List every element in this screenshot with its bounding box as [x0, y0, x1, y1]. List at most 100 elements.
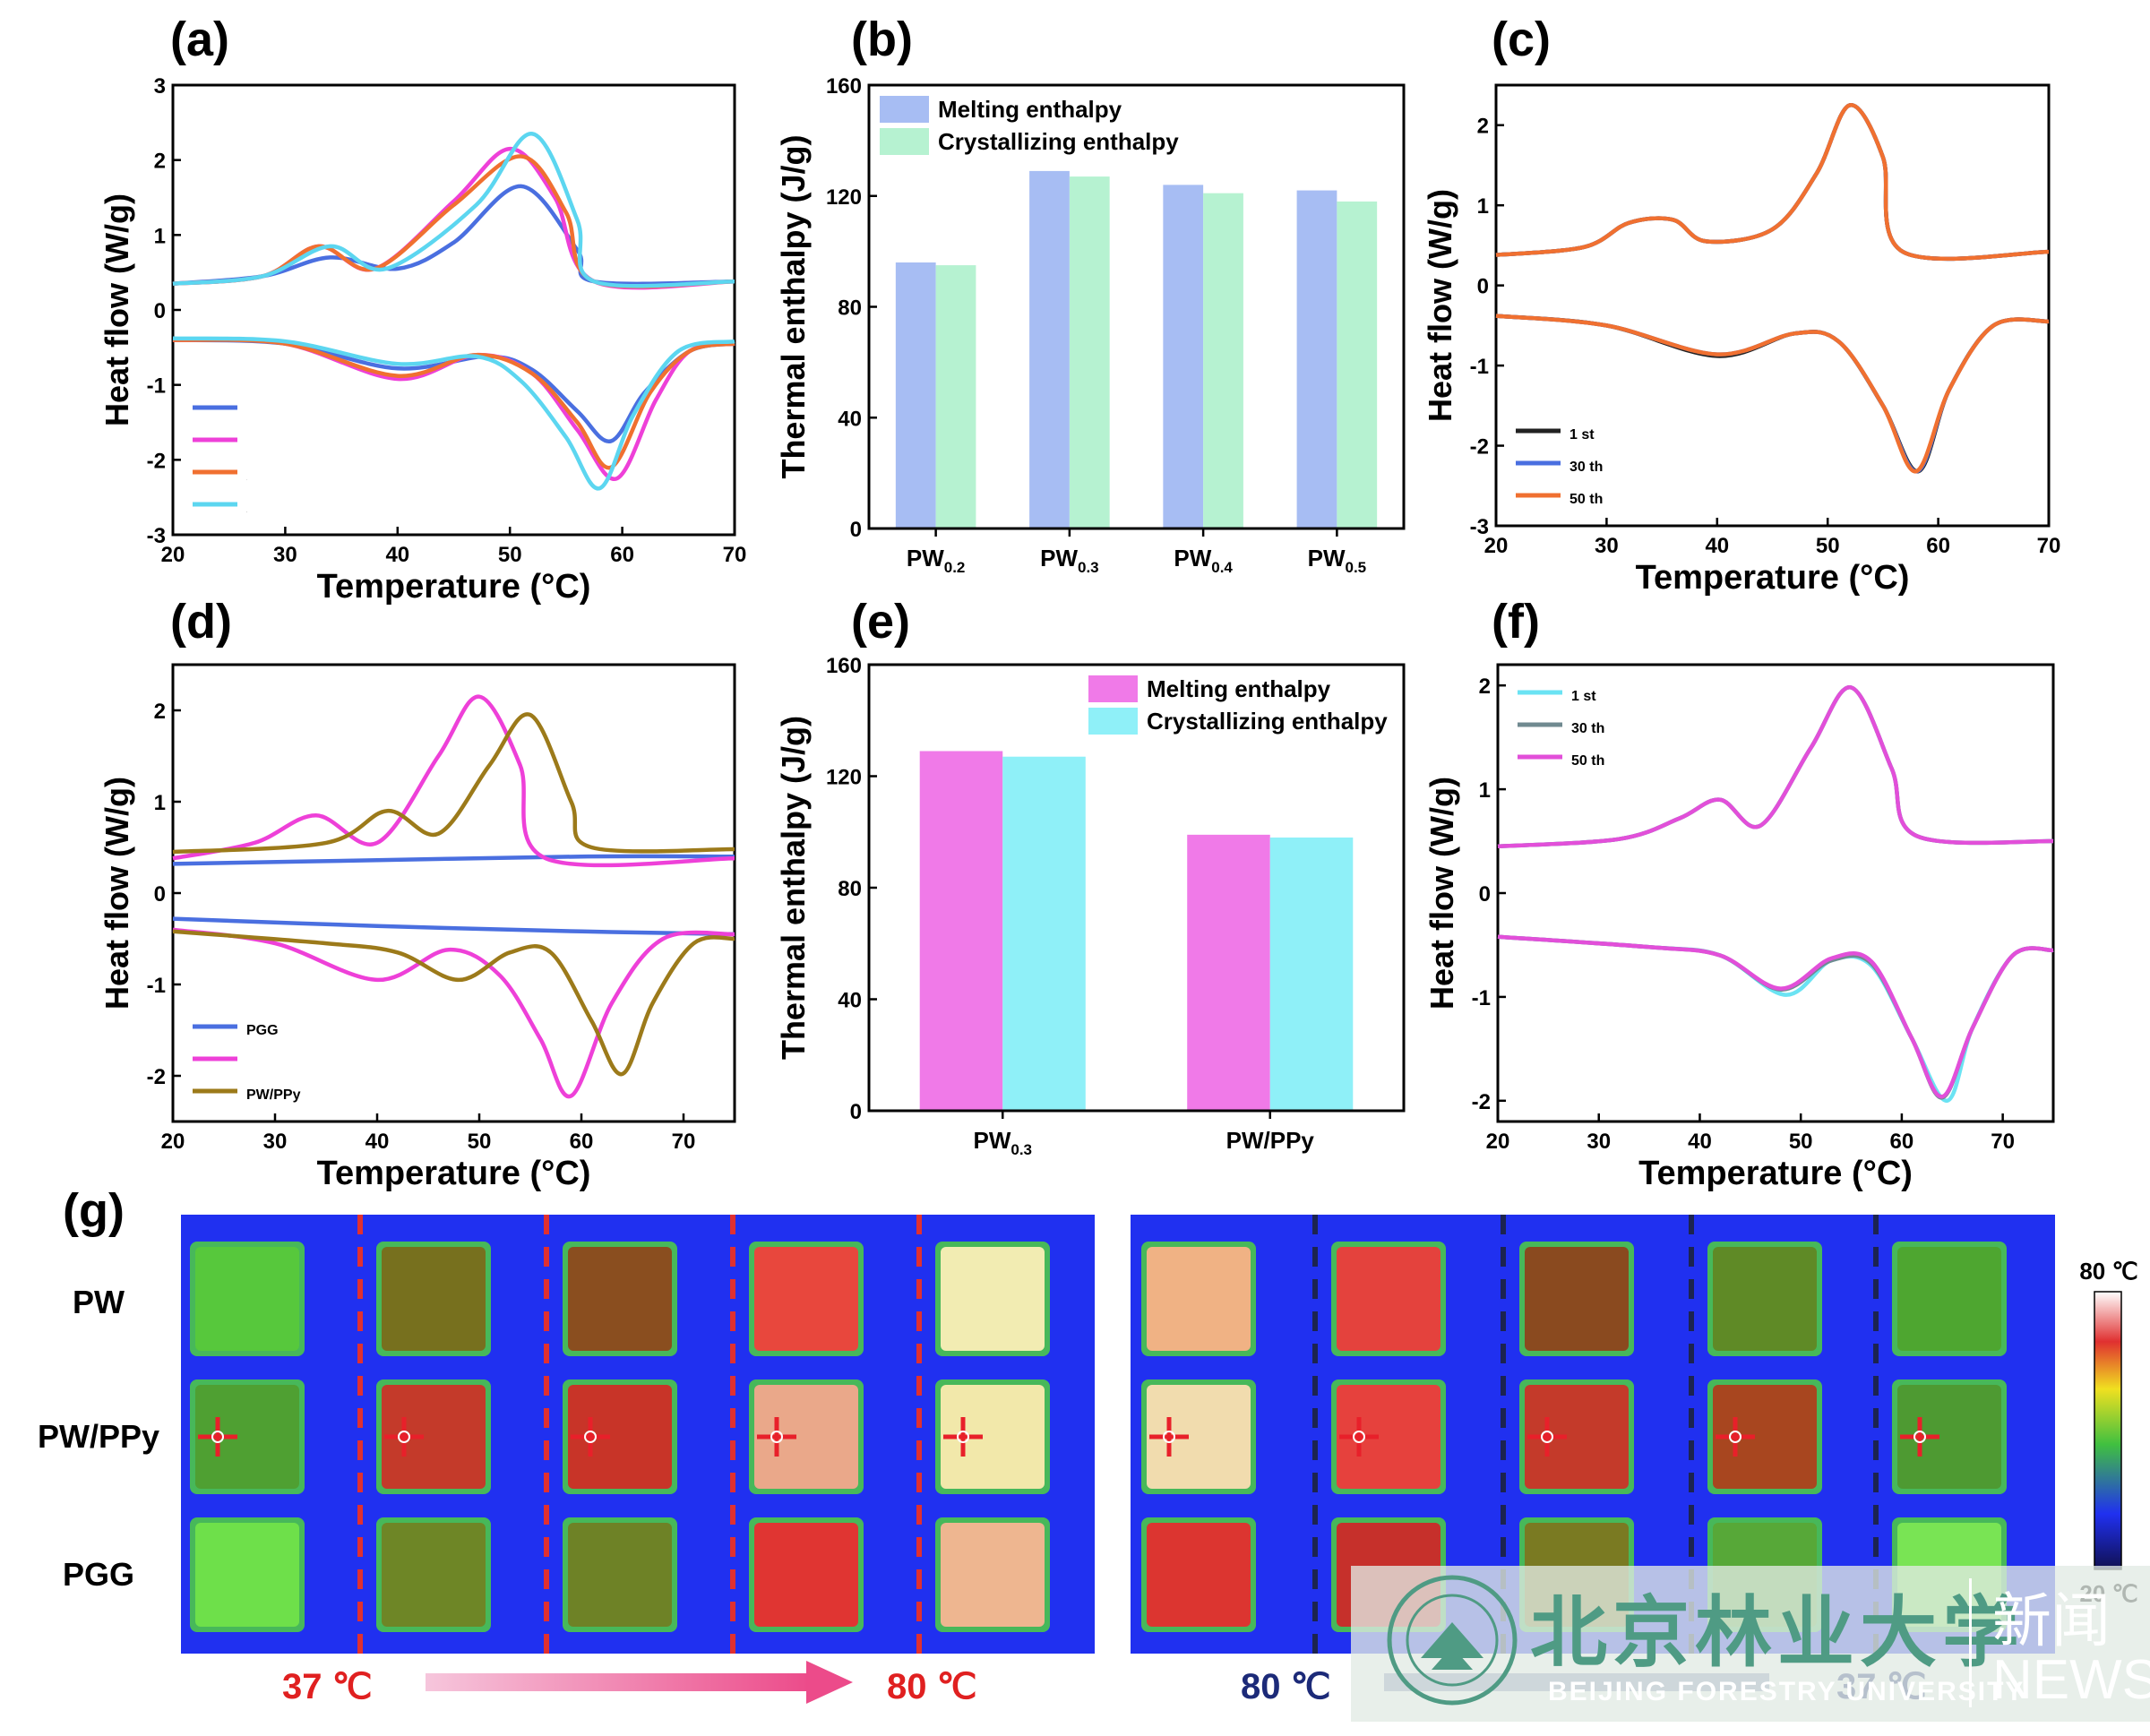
y-tick-label: 40	[838, 989, 862, 1013]
panel-label-e: (e)	[851, 595, 910, 649]
series-line-cooling	[1497, 934, 2054, 1099]
series-line-cooling	[172, 927, 735, 1099]
panel-label-d: (d)	[170, 595, 232, 649]
y-tick-label: 2	[1479, 675, 1491, 699]
crosshair-icon	[1163, 1431, 1175, 1443]
y-tick-label: 0	[154, 882, 166, 907]
heating-arrow-head-icon	[806, 1661, 853, 1704]
y-tick-label: 1	[1479, 778, 1491, 803]
cooling-start-label: 80 ℃	[1241, 1667, 1331, 1706]
x-tick-label: 60	[1890, 1130, 1914, 1154]
legend-label: Melting enthalpy	[938, 96, 1122, 123]
x-tick-label: PW0.4	[1174, 545, 1233, 576]
legend-label: 1 st26	[1571, 689, 1596, 704]
chart-a: 20 30 40 50 60 70 -3 -2 -1 0 1 2 3 Temperature (°C) He…	[99, 74, 746, 606]
x-tick-label: 40	[385, 543, 409, 567]
chart-e: PW0.3 PW/PPy 0 40 80 120 160 Thermal enthalpy (…	[775, 654, 1406, 1158]
x-tick-label: 60	[610, 543, 634, 567]
x-tick-label: 20	[1484, 534, 1509, 558]
y-tick-label: -2	[1470, 435, 1489, 460]
y-axis-label: Heat flow (W/g)	[1422, 189, 1458, 422]
series-line-heating	[1495, 103, 2050, 262]
y-tick-label: 1	[1477, 194, 1489, 219]
bar	[1163, 185, 1204, 529]
sample-square	[941, 1523, 1045, 1627]
x-axis-label: Temperature (°C)	[1638, 1155, 1913, 1192]
panel-label-c: (c)	[1492, 13, 1551, 66]
y-tick-label: 40	[838, 407, 862, 431]
x-tick-label: 50	[498, 543, 522, 567]
series-line-heating	[172, 132, 735, 288]
legend-label: 30 th26	[1571, 721, 1604, 736]
x-tick-label: 40	[366, 1130, 390, 1154]
series-line-cooling	[172, 338, 735, 470]
row-label-pgg: PGG	[63, 1556, 134, 1593]
colorbar-max-label: 80 ℃	[2079, 1258, 2137, 1285]
bar	[935, 265, 976, 529]
series-line-heating	[172, 712, 735, 855]
y-axis-label: Thermal enthalpy (J/g)	[775, 134, 812, 478]
sample-square	[382, 1523, 486, 1627]
x-axis-label: Temperature (°C)	[1636, 559, 1910, 597]
crosshair-icon	[957, 1431, 969, 1443]
panel-label-f: (f)	[1492, 595, 1540, 649]
legend-label: PGG26	[246, 1023, 279, 1038]
sample-square	[1147, 1523, 1251, 1627]
panel-label-g: (g)	[63, 1184, 125, 1238]
y-tick-label: -2	[147, 1065, 166, 1089]
y-tick-label: 0	[850, 518, 862, 542]
panel-label-a: (a)	[170, 13, 229, 66]
x-tick-label: 40	[1688, 1130, 1712, 1154]
y-tick-label: -3	[1470, 515, 1489, 539]
y-tick-label: -1	[1472, 986, 1491, 1010]
x-tick-label: PW/PPy	[1226, 1127, 1315, 1154]
sample-square	[568, 1523, 672, 1627]
panel-label-b: (b)	[851, 13, 913, 66]
crosshair-icon	[211, 1431, 224, 1443]
y-axis-label: Thermal enthalpy (J/g)	[775, 716, 812, 1060]
heating-start-label: 37 ℃	[282, 1667, 373, 1706]
y-tick-label: -2	[147, 449, 166, 473]
chart-d: 20 30 40 50 60 70 -2 -1 0 1 2 Temperature (°C) Heat …	[99, 663, 736, 1192]
legend-label: 50 th26	[1570, 492, 1603, 507]
y-tick-label: -1	[147, 374, 166, 399]
y-tick-label: 2	[1477, 115, 1489, 139]
sample-square	[754, 1523, 858, 1627]
bar	[1337, 201, 1378, 529]
y-tick-label: -3	[147, 524, 166, 548]
bar	[1203, 193, 1243, 529]
y-axis-label: Heat flow (W/g)	[99, 193, 135, 426]
crosshair-icon	[1729, 1431, 1742, 1443]
legend-label: Melting enthalpy	[1147, 675, 1331, 702]
x-tick-label: 30	[1595, 534, 1619, 558]
legend-label: Crystallizing enthalpy	[1147, 708, 1388, 735]
sample-square	[1337, 1385, 1440, 1489]
sample-square	[195, 1385, 299, 1489]
colorbar	[2094, 1291, 2122, 1570]
legend-label: 50 th26	[1571, 753, 1604, 769]
watermark-news-cn: 新闻	[1992, 1586, 2111, 1655]
legend-label: 1 st26	[1570, 427, 1595, 443]
x-tick-label: 70	[2037, 534, 2061, 558]
watermark-chinese-name: 北京林业大学	[1530, 1587, 2025, 1678]
row-label-pw: PW	[73, 1284, 125, 1320]
series-line-heating	[1497, 685, 2054, 849]
legend-swatch	[880, 96, 929, 123]
bar	[1187, 834, 1270, 1111]
x-tick-label: 60	[1926, 534, 1950, 558]
bar	[895, 262, 936, 529]
crosshair-icon	[584, 1431, 597, 1443]
sample-square	[754, 1247, 858, 1351]
sample-square	[1337, 1247, 1440, 1351]
bar	[1296, 190, 1337, 529]
x-tick-label: 40	[1705, 534, 1729, 558]
bar	[919, 751, 1003, 1111]
y-tick-label: -1	[147, 974, 166, 998]
y-axis-label: Heat flow (W/g)	[1423, 777, 1460, 1010]
x-tick-label: PW0.3	[1040, 545, 1099, 576]
crosshair-icon	[1541, 1431, 1553, 1443]
sample-square	[1897, 1247, 2001, 1351]
series-line-cooling	[172, 929, 735, 1077]
